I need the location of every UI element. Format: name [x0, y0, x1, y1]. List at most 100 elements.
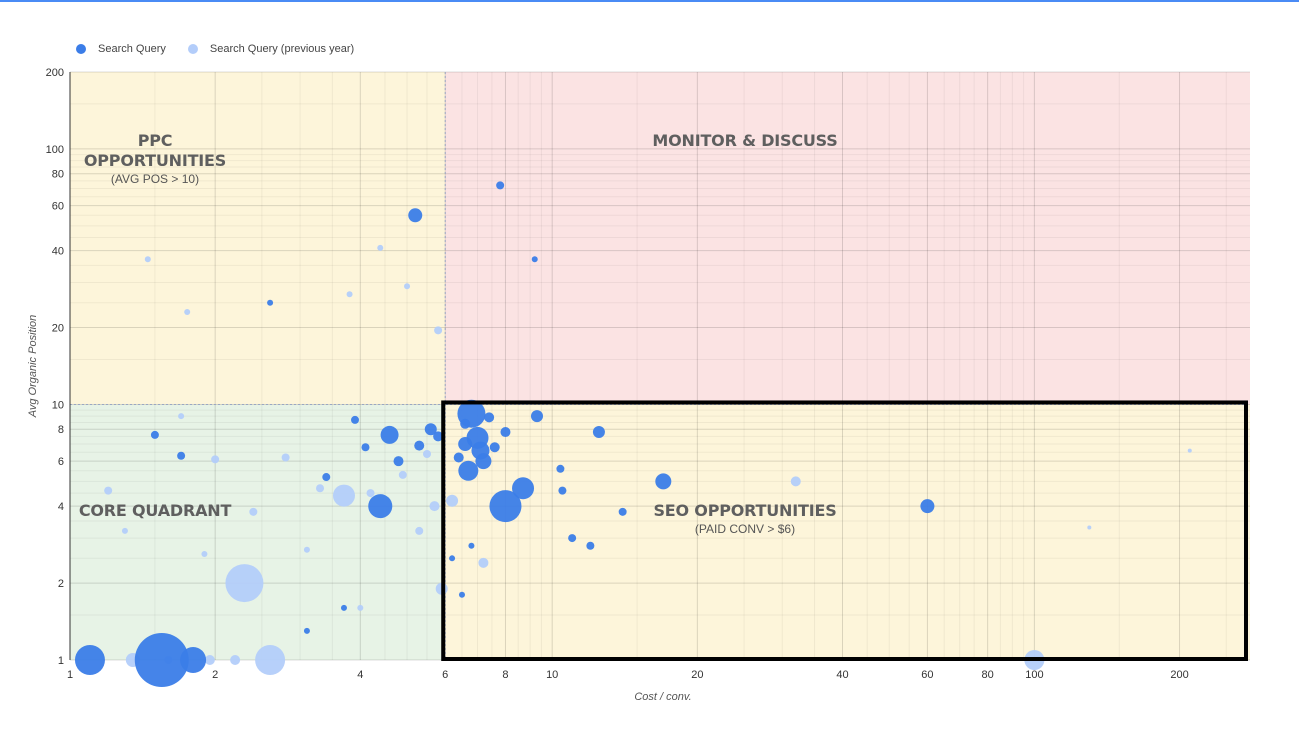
current-point-13 [380, 425, 399, 444]
current-point-24 [531, 256, 538, 263]
top-accent-line [0, 0, 1299, 2]
prev-point-18 [104, 486, 113, 495]
highlight-box-group [441, 400, 1248, 661]
y-tick-label-7: 40 [52, 246, 64, 258]
current-point-0 [74, 645, 105, 675]
current-point-29 [453, 452, 464, 463]
prev-point-30 [178, 413, 185, 420]
quadrant-title-3-0: SEO OPPORTUNITIES [653, 501, 836, 520]
x-axis-title: Cost / conv. [634, 691, 691, 703]
current-point-4 [496, 181, 505, 190]
prev-point-10 [204, 655, 215, 665]
quadrant-title-0-1: OPPORTUNITIES [84, 151, 226, 170]
x-tick-label-6: 20 [691, 669, 703, 681]
x-tick-label-1: 2 [212, 669, 218, 681]
current-point-8 [475, 453, 492, 470]
current-point-26 [449, 555, 456, 562]
prev-point-32 [121, 527, 128, 534]
y-tick-label-10: 100 [46, 144, 64, 156]
current-point-41 [414, 440, 425, 451]
quadrant-bg-0 [70, 72, 446, 405]
current-point-12 [368, 494, 393, 519]
quadrant-title-0-0: PPC [138, 131, 173, 150]
x-tick-label-0: 1 [67, 669, 73, 681]
current-point-33 [489, 442, 500, 453]
prev-point-8 [230, 655, 241, 665]
y-tick-label-9: 80 [52, 169, 64, 181]
prev-point-7 [429, 501, 440, 512]
prev-point-0 [225, 564, 264, 603]
x-tick-label-11: 200 [1170, 669, 1188, 681]
y-tick-label-6: 20 [52, 323, 64, 335]
quadrant-bg-3 [445, 404, 1251, 660]
highlight-box [441, 400, 1248, 661]
prev-point-26 [398, 470, 407, 479]
prev-point-34 [184, 309, 191, 316]
current-point-30 [433, 431, 444, 442]
y-tick-label-0: 1 [58, 655, 64, 667]
current-point-31 [460, 418, 471, 429]
prev-point-31 [211, 455, 220, 464]
legend-label-previous: Search Query (previous year) [209, 43, 355, 55]
current-point-40 [393, 456, 404, 467]
current-point-10 [489, 490, 522, 523]
y-tick-label-8: 60 [52, 201, 64, 213]
y-tick-label-2: 4 [58, 501, 64, 513]
y-tick-label-1: 2 [58, 578, 64, 590]
quadrant-subtitle-3: (PAID CONV > $6) [695, 522, 795, 536]
current-point-18 [500, 427, 511, 438]
quadrant-title-2-0: CORE QUADRANT [79, 501, 232, 520]
prev-point-33 [144, 256, 151, 263]
y-tick-label-3: 6 [58, 456, 64, 468]
current-point-14 [458, 437, 473, 452]
x-tick-label-2: 4 [357, 669, 363, 681]
series-current [74, 181, 935, 687]
prev-point-22 [415, 526, 424, 535]
prev-point-16 [404, 283, 411, 290]
quadrant-backgrounds [70, 72, 1251, 660]
current-point-11 [512, 477, 535, 500]
legend-item-previous[interactable]: Search Query (previous year) [187, 43, 355, 55]
current-point-15 [655, 473, 672, 490]
prev-point-15 [1087, 525, 1092, 530]
prev-point-14 [1187, 448, 1192, 453]
legend-item-current[interactable]: Search Query [76, 43, 166, 55]
prev-point-28 [357, 604, 364, 611]
prev-point-1 [255, 645, 286, 675]
current-point-25 [267, 299, 274, 306]
quadrant-title-1-0: MONITOR & DISCUSS [652, 131, 837, 150]
current-point-2 [180, 647, 207, 673]
current-point-37 [340, 604, 347, 611]
x-tick-label-7: 40 [836, 669, 848, 681]
current-point-32 [484, 412, 495, 423]
legend-label-current: Search Query [98, 43, 166, 55]
x-tick-label-9: 80 [982, 669, 994, 681]
prev-point-21 [366, 489, 375, 498]
current-point-42 [177, 451, 186, 460]
prev-point-19 [281, 453, 290, 462]
legend-dot-current [76, 44, 86, 54]
prev-point-27 [422, 449, 431, 458]
y-tick-label-4: 8 [58, 424, 64, 436]
current-point-38 [361, 443, 370, 452]
prev-point-25 [303, 546, 310, 553]
legend-dot-previous [187, 44, 198, 54]
current-point-16 [920, 499, 935, 514]
x-tick-label-5: 10 [546, 669, 558, 681]
current-point-17 [424, 423, 437, 436]
current-point-43 [150, 430, 159, 439]
current-point-3 [408, 208, 423, 223]
current-point-9 [458, 460, 479, 481]
quadrant-bg-1 [445, 72, 1251, 405]
prev-point-6 [478, 557, 489, 568]
current-point-44 [322, 473, 331, 482]
current-point-39 [351, 415, 360, 424]
y-tick-label-5: 10 [52, 399, 64, 411]
x-tick-label-4: 8 [502, 669, 508, 681]
axes: 1 2 4 6 8 10 20 40 60 80 100 200 1 2 4 6 8 10 20 40 60 80 100 2… [27, 67, 1189, 703]
current-point-21 [558, 486, 567, 495]
y-tick-label-11: 200 [46, 67, 64, 79]
prev-point-20 [316, 484, 325, 493]
